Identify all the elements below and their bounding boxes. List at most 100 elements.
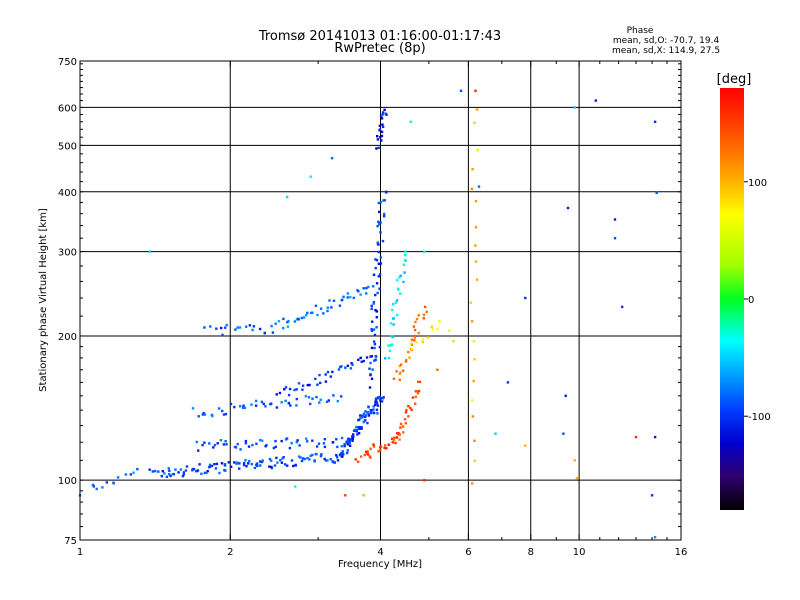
data-point — [469, 301, 473, 304]
data-point — [363, 453, 366, 457]
data-point — [223, 464, 227, 467]
data-point — [333, 461, 336, 464]
data-point — [362, 494, 365, 497]
axis-ticks: 1 2 4 6 8 10 16 75 100 200 300 400 500 600 750 — [58, 57, 687, 558]
data-point — [297, 318, 300, 321]
data-point — [378, 129, 381, 132]
data-point — [341, 455, 344, 458]
data-point — [359, 414, 362, 417]
x-tick-label: 1 — [77, 547, 83, 558]
data-point — [174, 468, 177, 471]
data-point — [270, 324, 273, 328]
data-point — [476, 148, 479, 152]
data-point — [369, 447, 372, 450]
data-point — [268, 465, 271, 468]
data-point — [395, 432, 399, 435]
data-point — [255, 462, 259, 465]
data-point — [431, 328, 434, 331]
data-point — [374, 400, 377, 404]
data-point — [238, 462, 241, 465]
data-point — [421, 338, 425, 341]
data-point — [384, 444, 387, 447]
data-point — [293, 320, 297, 323]
data-point — [356, 433, 359, 436]
data-point — [399, 274, 402, 277]
data-point — [311, 439, 314, 442]
data-point — [372, 411, 376, 415]
data-point — [242, 461, 246, 465]
data-point — [357, 418, 361, 421]
data-point — [309, 311, 313, 315]
data-point — [399, 422, 403, 426]
data-point — [374, 293, 377, 297]
data-point — [423, 250, 426, 253]
data-point — [343, 443, 346, 446]
data-point — [573, 459, 576, 462]
data-point — [411, 396, 415, 399]
data-point — [244, 442, 248, 445]
data-point — [271, 331, 275, 334]
data-point — [261, 459, 264, 462]
data-point — [397, 288, 400, 291]
data-point — [307, 396, 311, 399]
data-point — [314, 304, 318, 307]
data-point — [346, 296, 349, 299]
data-point — [95, 487, 98, 491]
data-point — [302, 457, 305, 460]
data-point — [223, 469, 226, 472]
data-point — [471, 482, 474, 485]
data-point — [264, 405, 267, 408]
data-point — [348, 440, 351, 443]
data-point — [341, 450, 344, 453]
data-point — [364, 415, 367, 418]
x-axis-label: Frequency [MHz] — [338, 559, 422, 570]
data-point — [367, 285, 370, 289]
data-point — [238, 467, 241, 470]
data-point — [391, 303, 395, 306]
data-point — [377, 250, 380, 254]
data-point — [203, 441, 206, 444]
data-point — [410, 347, 414, 350]
data-point — [403, 253, 407, 257]
data-point — [353, 428, 357, 432]
data-point — [357, 427, 361, 431]
data-point — [239, 448, 242, 451]
data-point — [259, 464, 262, 467]
data-point — [471, 415, 474, 418]
data-point — [210, 413, 214, 417]
data-point — [414, 395, 417, 398]
data-point — [422, 317, 425, 320]
data-point — [273, 464, 277, 467]
data-point — [251, 443, 254, 447]
data-point — [225, 323, 228, 327]
data-point — [255, 442, 258, 445]
data-point — [415, 341, 418, 344]
data-point — [378, 210, 381, 214]
data-point — [377, 220, 380, 223]
data-point — [370, 307, 373, 310]
data-point — [405, 359, 408, 362]
data-point — [372, 405, 375, 408]
data-point — [373, 346, 376, 350]
data-point — [248, 460, 251, 463]
data-point — [357, 432, 361, 435]
data-point — [402, 431, 405, 434]
data-point — [290, 442, 293, 445]
data-point — [330, 306, 333, 309]
data-point — [371, 368, 374, 371]
data-point — [201, 413, 205, 416]
data-point — [405, 408, 408, 412]
data-point — [214, 467, 218, 470]
data-point — [403, 418, 407, 421]
data-point — [252, 325, 256, 328]
data-point — [326, 370, 330, 374]
data-point — [374, 397, 378, 400]
data-point — [397, 432, 400, 435]
data-point — [418, 380, 422, 384]
data-point — [364, 414, 368, 417]
data-point — [308, 383, 311, 387]
data-point — [473, 459, 476, 463]
data-point — [294, 463, 297, 467]
y-tick-label: 400 — [58, 188, 77, 199]
data-point — [346, 292, 350, 295]
